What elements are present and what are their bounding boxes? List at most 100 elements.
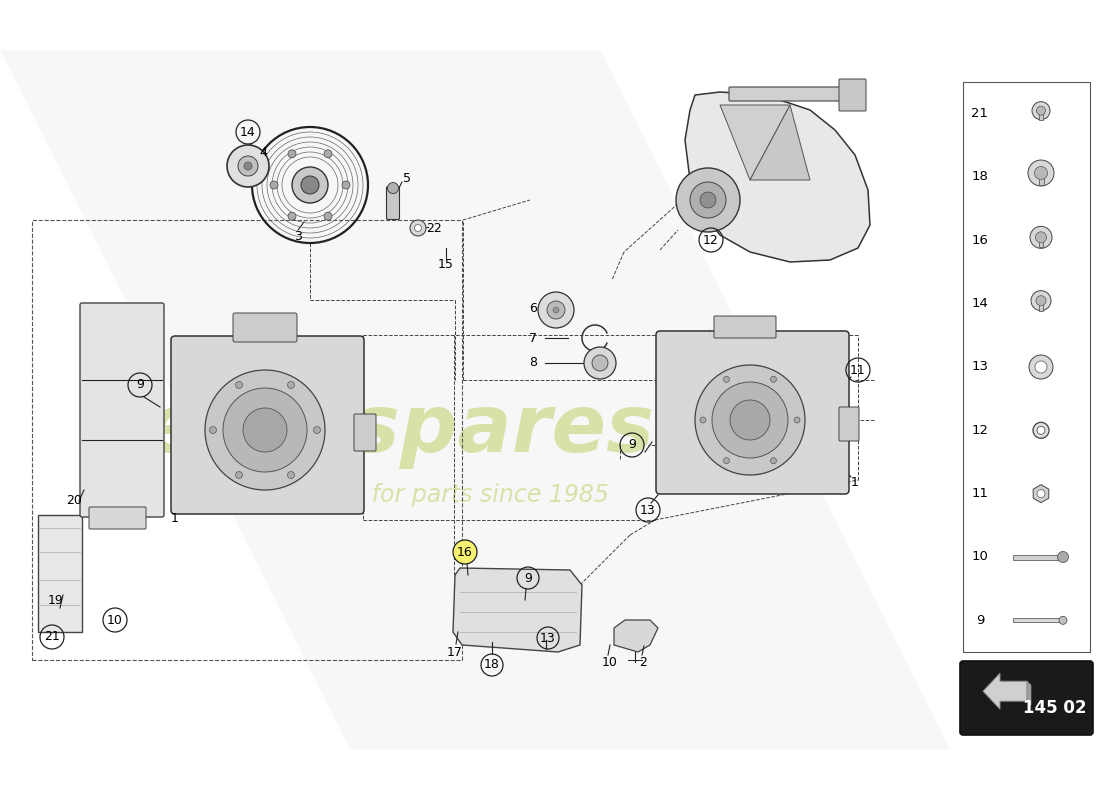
Circle shape bbox=[287, 382, 295, 389]
Circle shape bbox=[1035, 361, 1047, 373]
Text: 16: 16 bbox=[458, 546, 473, 558]
Text: a passion for parts since 1985: a passion for parts since 1985 bbox=[252, 483, 608, 507]
Text: 9: 9 bbox=[136, 378, 144, 391]
Text: 16: 16 bbox=[971, 234, 989, 247]
Text: 20: 20 bbox=[66, 494, 81, 506]
Bar bbox=[1040, 177, 1044, 185]
Circle shape bbox=[538, 292, 574, 328]
Circle shape bbox=[1028, 355, 1053, 379]
Text: 10: 10 bbox=[107, 614, 123, 626]
Circle shape bbox=[244, 162, 252, 170]
Circle shape bbox=[287, 471, 295, 478]
FancyBboxPatch shape bbox=[386, 186, 399, 219]
Polygon shape bbox=[685, 92, 870, 262]
Circle shape bbox=[1057, 551, 1068, 562]
Text: 17: 17 bbox=[447, 646, 463, 658]
Circle shape bbox=[770, 458, 777, 464]
Text: 18: 18 bbox=[971, 170, 989, 183]
Circle shape bbox=[238, 156, 258, 176]
Text: 22: 22 bbox=[426, 222, 442, 234]
Polygon shape bbox=[1033, 485, 1048, 502]
Bar bbox=[32, 220, 462, 660]
Circle shape bbox=[235, 471, 242, 478]
Circle shape bbox=[553, 307, 559, 313]
Circle shape bbox=[584, 347, 616, 379]
Bar bbox=[1013, 618, 1065, 622]
Text: 21: 21 bbox=[971, 107, 989, 120]
Circle shape bbox=[288, 150, 296, 158]
FancyBboxPatch shape bbox=[656, 331, 849, 494]
Polygon shape bbox=[720, 105, 790, 180]
Text: 14: 14 bbox=[240, 126, 256, 138]
FancyBboxPatch shape bbox=[839, 407, 859, 441]
Circle shape bbox=[1059, 616, 1067, 624]
FancyBboxPatch shape bbox=[80, 303, 164, 517]
Text: 11: 11 bbox=[850, 363, 866, 377]
Text: eurospares: eurospares bbox=[145, 391, 654, 469]
FancyBboxPatch shape bbox=[354, 414, 376, 451]
Text: 14: 14 bbox=[971, 297, 989, 310]
Circle shape bbox=[1030, 226, 1052, 248]
Text: 10: 10 bbox=[602, 655, 618, 669]
Text: 1: 1 bbox=[851, 475, 859, 489]
Text: 4: 4 bbox=[260, 146, 267, 158]
Text: 12: 12 bbox=[971, 424, 989, 437]
Text: 1: 1 bbox=[172, 511, 179, 525]
Circle shape bbox=[730, 400, 770, 440]
Circle shape bbox=[700, 417, 706, 423]
Text: 13: 13 bbox=[640, 503, 656, 517]
Text: 8: 8 bbox=[529, 357, 537, 370]
Circle shape bbox=[270, 181, 278, 189]
Circle shape bbox=[700, 192, 716, 208]
Text: 10: 10 bbox=[971, 550, 989, 563]
Polygon shape bbox=[614, 620, 658, 652]
Bar bbox=[1040, 240, 1043, 247]
FancyBboxPatch shape bbox=[170, 336, 364, 514]
FancyBboxPatch shape bbox=[729, 87, 851, 101]
Text: 12: 12 bbox=[703, 234, 719, 246]
Bar bbox=[962, 82, 1090, 652]
Circle shape bbox=[1033, 422, 1049, 438]
Circle shape bbox=[712, 382, 788, 458]
Text: 145 02: 145 02 bbox=[1023, 699, 1086, 717]
Circle shape bbox=[324, 212, 332, 220]
Circle shape bbox=[1036, 106, 1045, 115]
Circle shape bbox=[1035, 232, 1046, 243]
Circle shape bbox=[592, 355, 608, 371]
Text: 18: 18 bbox=[484, 658, 499, 671]
Text: 21: 21 bbox=[44, 630, 59, 643]
Polygon shape bbox=[453, 568, 582, 652]
Circle shape bbox=[724, 376, 729, 382]
Circle shape bbox=[235, 382, 242, 389]
Circle shape bbox=[205, 370, 324, 490]
Text: 2: 2 bbox=[639, 655, 647, 669]
Circle shape bbox=[1028, 160, 1054, 186]
Circle shape bbox=[288, 212, 296, 220]
Polygon shape bbox=[39, 515, 82, 632]
Circle shape bbox=[453, 540, 477, 564]
Text: 5: 5 bbox=[403, 173, 411, 186]
Circle shape bbox=[676, 168, 740, 232]
Circle shape bbox=[301, 176, 319, 194]
Polygon shape bbox=[0, 50, 950, 750]
Bar bbox=[1040, 304, 1043, 310]
Bar bbox=[1013, 554, 1065, 559]
Text: 9: 9 bbox=[976, 614, 984, 627]
FancyBboxPatch shape bbox=[839, 79, 866, 111]
Bar bbox=[1040, 114, 1043, 120]
Text: 7: 7 bbox=[529, 331, 537, 345]
Circle shape bbox=[1032, 102, 1050, 120]
Circle shape bbox=[342, 181, 350, 189]
Text: 13: 13 bbox=[540, 631, 556, 645]
Circle shape bbox=[690, 182, 726, 218]
Text: 11: 11 bbox=[971, 487, 989, 500]
Text: 9: 9 bbox=[524, 571, 532, 585]
Circle shape bbox=[724, 458, 729, 464]
Circle shape bbox=[410, 220, 426, 236]
Circle shape bbox=[1036, 296, 1046, 306]
Circle shape bbox=[547, 301, 565, 319]
Polygon shape bbox=[983, 674, 1027, 709]
Circle shape bbox=[292, 167, 328, 203]
Circle shape bbox=[695, 365, 805, 475]
Circle shape bbox=[243, 408, 287, 452]
